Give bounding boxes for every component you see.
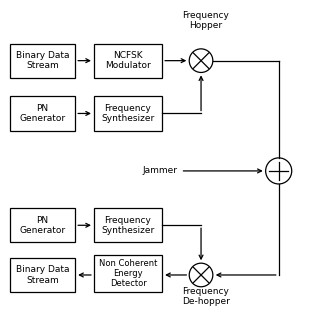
Text: PN
Generator: PN Generator bbox=[20, 104, 66, 123]
Text: Frequency
Synthesizer: Frequency Synthesizer bbox=[101, 104, 155, 123]
Text: Jammer: Jammer bbox=[143, 166, 178, 175]
Text: NCFSK
Modulator: NCFSK Modulator bbox=[105, 51, 151, 70]
Bar bbox=[10, 208, 75, 243]
Bar bbox=[94, 208, 162, 243]
Text: Binary Data
Stream: Binary Data Stream bbox=[16, 265, 69, 285]
Bar bbox=[94, 255, 162, 292]
Bar bbox=[94, 43, 162, 78]
Bar bbox=[10, 258, 75, 292]
Bar bbox=[94, 96, 162, 131]
Bar bbox=[10, 43, 75, 78]
Bar bbox=[10, 96, 75, 131]
Text: Frequency
Hopper: Frequency Hopper bbox=[182, 11, 229, 30]
Text: Non Coherent
Energy
Detector: Non Coherent Energy Detector bbox=[99, 259, 157, 288]
Text: PN
Generator: PN Generator bbox=[20, 216, 66, 235]
Text: Frequency
Synthesizer: Frequency Synthesizer bbox=[101, 216, 155, 235]
Text: Binary Data
Stream: Binary Data Stream bbox=[16, 51, 69, 70]
Text: Frequency
De-hopper: Frequency De-hopper bbox=[182, 287, 230, 306]
